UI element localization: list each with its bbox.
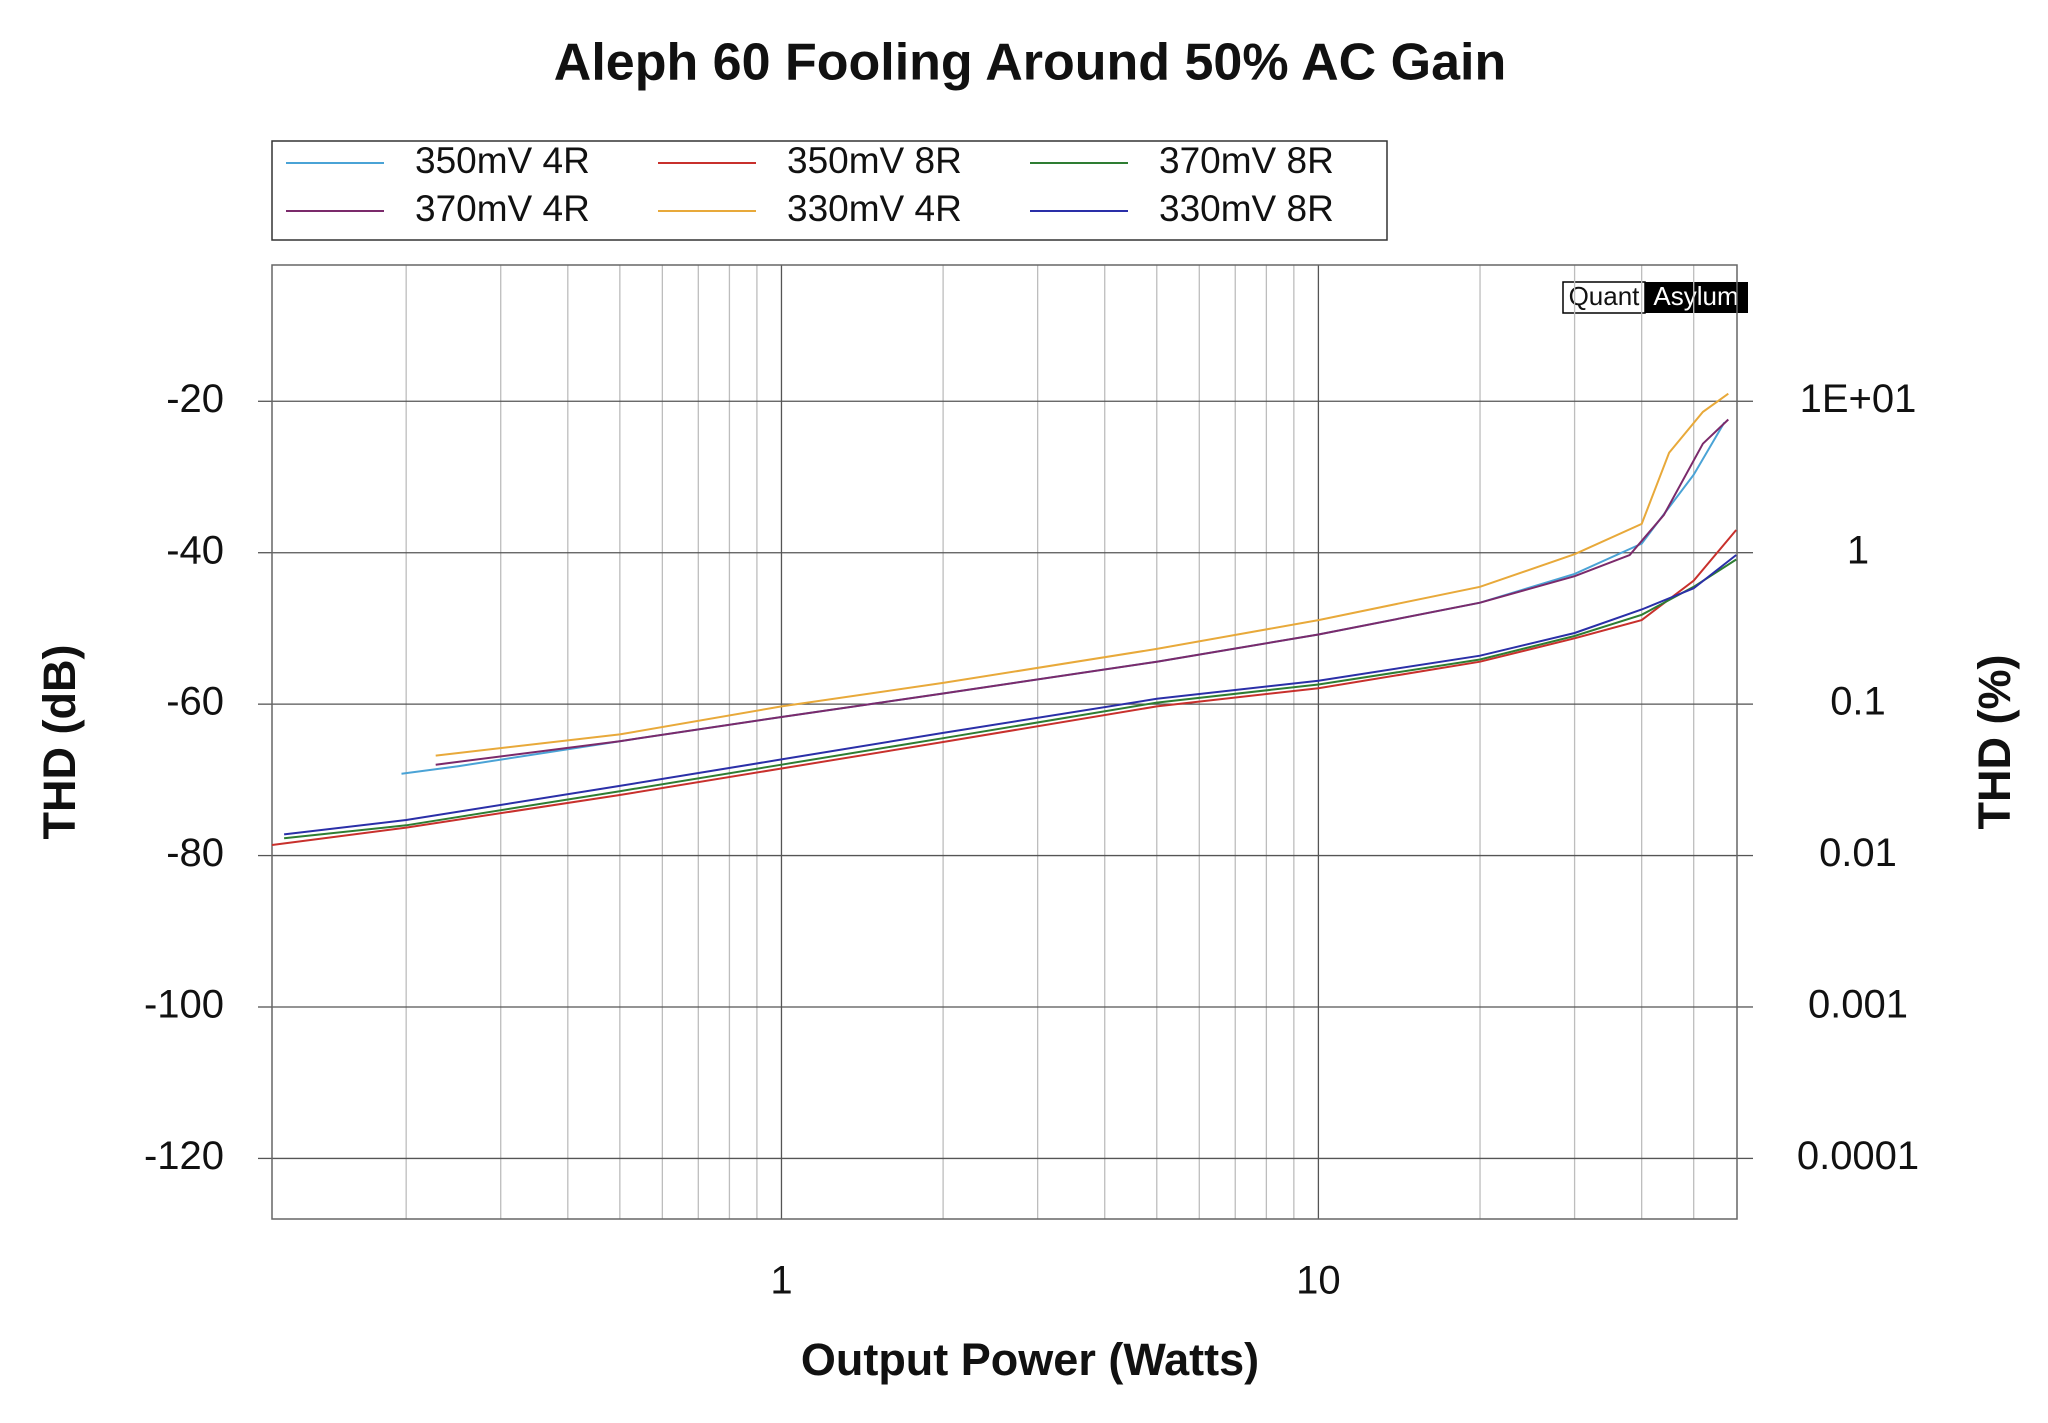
series-line [271,529,1737,846]
y2-tick-label: 0.01 [1819,831,1897,875]
y2-tick-label: 0.0001 [1797,1134,1919,1178]
x-tick-label: 10 [1296,1259,1341,1303]
watermark: Quant [1569,281,1641,311]
y-tick-label: -20 [166,377,224,421]
legend-label: 350mV 8R [787,140,962,181]
x-tick-label: 1 [770,1259,792,1303]
y2-tick-label: 0.1 [1830,680,1886,724]
legend-label: 370mV 4R [415,188,590,229]
legend-label: 330mV 8R [1159,188,1334,229]
x-axis-label: Output Power (Watts) [801,1334,1259,1385]
legend-label: 350mV 4R [415,140,590,181]
y-tick-label: -60 [166,680,224,724]
y2-tick-label: 1E+01 [1800,377,1917,421]
y-tick-label: -80 [166,831,224,875]
watermark: Asylum [1653,281,1738,311]
y2-tick-label: 0.001 [1808,983,1908,1027]
series-line [435,392,1729,757]
plot-frame [271,264,1738,1220]
watermark-box [1645,282,1748,313]
legend-label: 330mV 4R [787,188,962,229]
y-axis-label: THD (dB) [34,645,85,840]
chart-title: Aleph 60 Fooling Around 50% AC Gain [554,34,1506,92]
legend-label: 370mV 8R [1159,140,1334,181]
series-line [283,558,1737,840]
y2-axis-label: THD (%) [1969,655,2020,830]
y2-tick-label: 1 [1847,528,1869,572]
watermark-box [1562,281,1646,314]
series-line [283,554,1737,836]
legend-box [271,140,1388,241]
series-line [435,418,1729,766]
y-tick-label: -100 [144,983,224,1027]
y-tick-label: -120 [144,1134,224,1178]
y-tick-label: -40 [166,528,224,572]
